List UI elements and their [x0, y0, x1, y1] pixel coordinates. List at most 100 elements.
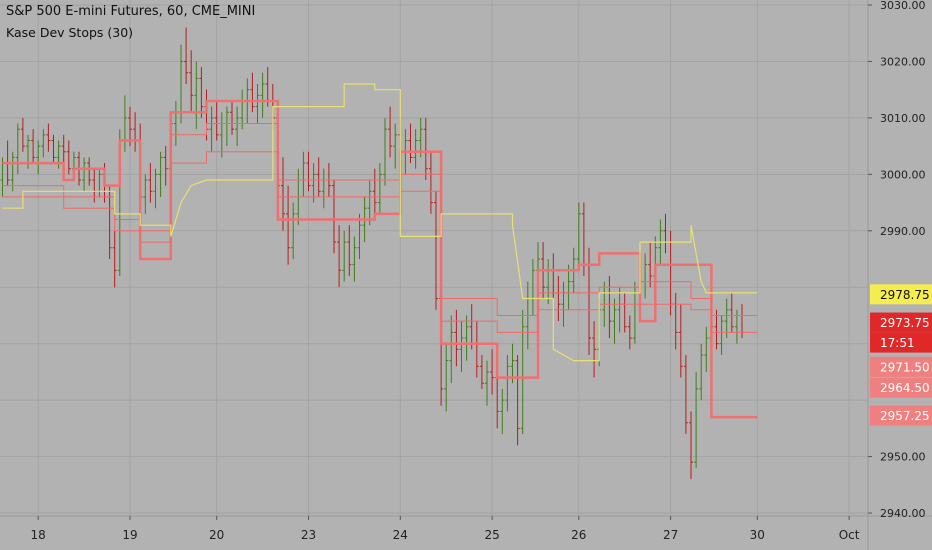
price-label-bg [870, 312, 932, 333]
candle [500, 388, 505, 435]
price-label-text: 2971.50 [880, 360, 930, 374]
price-tick-label: 3030.00 [880, 0, 926, 12]
candle [311, 163, 316, 203]
candle [383, 117, 387, 186]
candle [617, 287, 622, 333]
price-axis [868, 0, 932, 550]
candle [10, 151, 15, 192]
candle [332, 179, 336, 254]
price-label-text: 2978.75 [880, 288, 930, 302]
candle [408, 123, 413, 164]
candle [214, 100, 219, 141]
price-label: 2973.75 [870, 312, 932, 333]
candle [561, 281, 566, 327]
price-tick-label: 2940.00 [880, 507, 926, 520]
candle [413, 129, 418, 169]
candle [352, 236, 357, 282]
price-label-text: 2964.50 [880, 381, 930, 395]
date-tick-label: 30 [750, 528, 765, 542]
price-label-text: 2957.25 [880, 409, 930, 423]
date-tick-label: 25 [484, 528, 499, 542]
candle [372, 168, 377, 214]
candle [112, 230, 117, 288]
candle [357, 213, 362, 260]
price-tick-label: 3010.00 [880, 112, 926, 125]
time-axis [0, 516, 932, 550]
price-label-text: 2973.75 [880, 316, 930, 330]
candle [189, 50, 194, 113]
candle [678, 304, 683, 378]
candle [158, 151, 163, 197]
candle [235, 106, 240, 147]
candle [490, 349, 495, 395]
candle [163, 146, 168, 186]
price-label-bg [870, 377, 932, 398]
price-label-text: 17:51 [880, 336, 915, 350]
candle [724, 298, 729, 339]
candle [668, 230, 673, 316]
price-label: 17:51 [870, 332, 932, 353]
candle [729, 292, 734, 333]
price-tick-label: 3000.00 [880, 168, 926, 181]
indicator-legend[interactable]: Kase Dev Stops (30) [6, 25, 134, 40]
candle [607, 275, 612, 339]
candle [556, 275, 561, 322]
date-tick-label: 18 [31, 528, 46, 542]
candle [515, 354, 520, 446]
candle [428, 151, 433, 214]
candle [41, 129, 46, 158]
candle [689, 411, 693, 480]
date-tick-label: 20 [209, 528, 224, 542]
candle [734, 309, 739, 344]
candle [740, 304, 744, 339]
candle [122, 95, 127, 152]
date-tick-label: 26 [571, 528, 586, 542]
candle [199, 67, 204, 118]
candle [444, 343, 449, 412]
price-label-bg [870, 356, 932, 377]
price-tick-label: 3020.00 [880, 55, 926, 68]
price-label: 2971.50 [870, 356, 932, 377]
candle [714, 309, 719, 350]
candle [337, 225, 342, 288]
price-label-bg [870, 332, 932, 353]
candle [31, 129, 36, 164]
candle [505, 354, 510, 412]
stop-lines [2, 83, 758, 419]
candle [291, 202, 296, 260]
candle [194, 61, 199, 130]
symbol-title[interactable]: S&P 500 E-mini Futures, 60, CME_MINI [6, 4, 256, 19]
candle [46, 123, 51, 152]
candle [230, 100, 234, 135]
candle [87, 157, 92, 186]
candle [663, 213, 668, 254]
candle [255, 84, 260, 124]
candle [153, 168, 158, 209]
candle [546, 259, 551, 305]
candle [622, 292, 627, 333]
candle [66, 140, 71, 175]
stop-red_thick [2, 99, 758, 419]
candle [143, 174, 148, 214]
candle [464, 315, 469, 361]
date-tick-label: Oct [839, 528, 860, 542]
candle [704, 326, 709, 372]
candle [224, 106, 229, 147]
date-tick-label: 24 [393, 528, 408, 542]
candle [576, 202, 581, 271]
candle [209, 106, 214, 152]
candle [15, 123, 20, 175]
candle [342, 230, 347, 282]
candle [306, 151, 311, 192]
candle [699, 343, 704, 401]
price-tick-label: 2990.00 [880, 225, 926, 238]
candle [627, 315, 632, 350]
candle [377, 163, 382, 214]
candle [673, 292, 678, 350]
candle [434, 191, 438, 310]
candle [454, 309, 459, 367]
date-tick-label: 23 [301, 528, 316, 542]
candle [592, 321, 597, 378]
